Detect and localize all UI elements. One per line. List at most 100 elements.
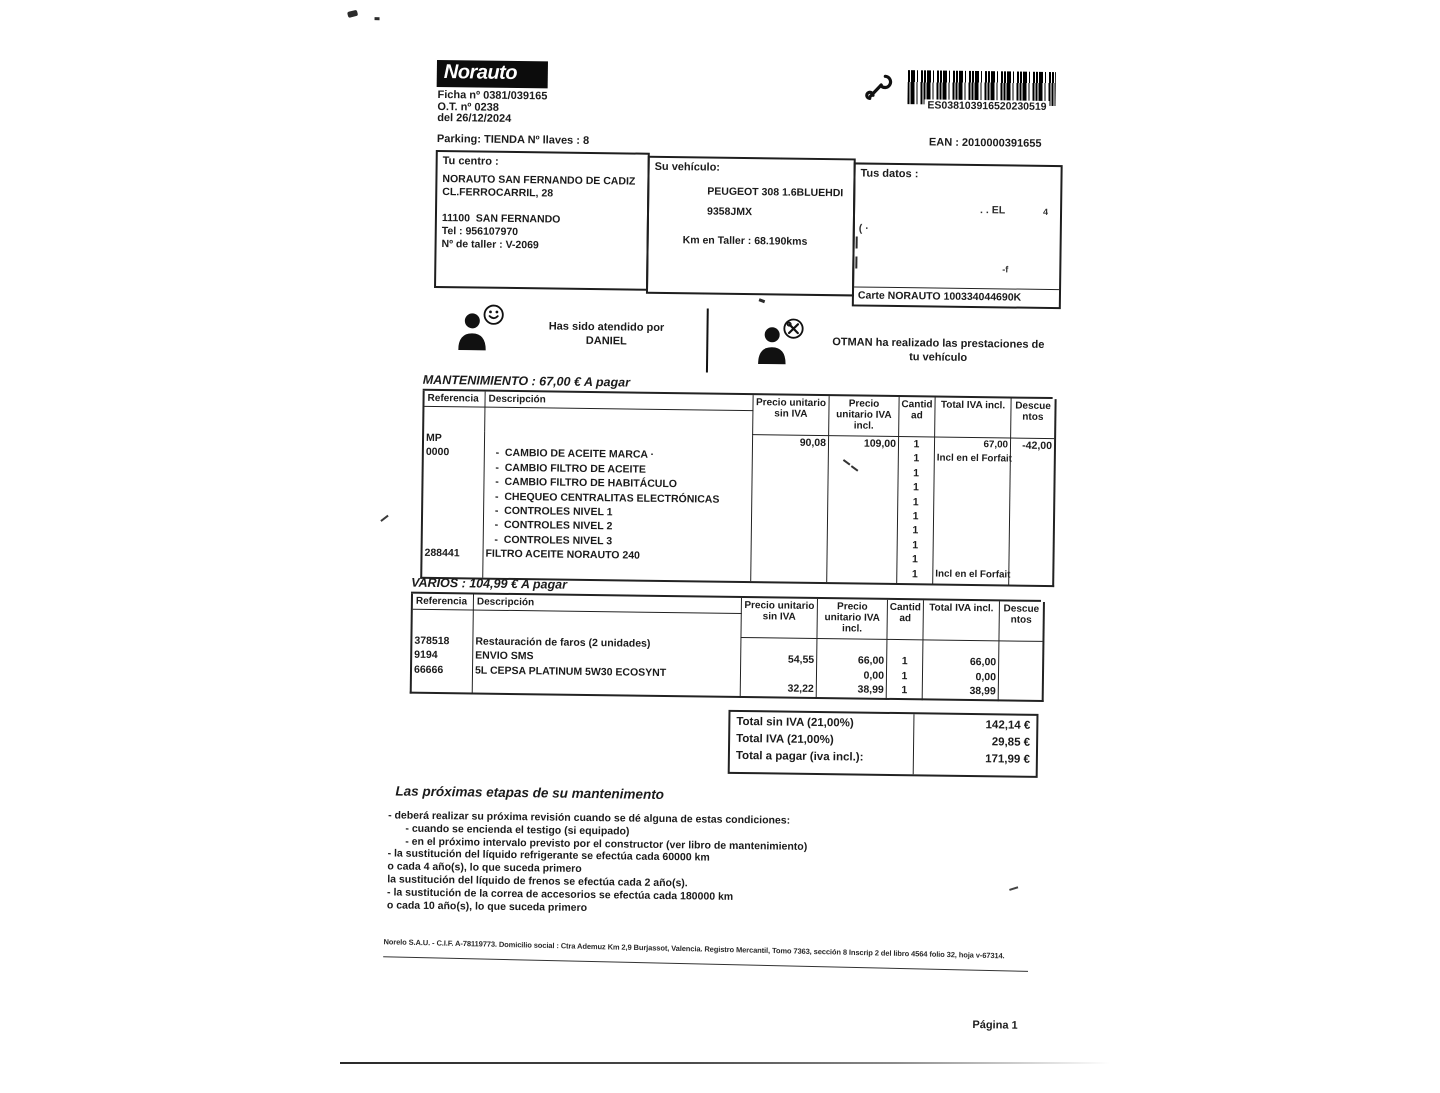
col-descuentos: Descuentos (1010, 398, 1055, 440)
logo-text: Norauto (443, 61, 518, 85)
line: 1 (912, 481, 919, 494)
varios-table: Referencia Descripción Precio unitario s… (409, 593, 1045, 702)
datos-fragment: . . EL (980, 204, 1006, 217)
total-iva-cell: 66,00 0,00 38,99 (921, 640, 999, 701)
line (425, 518, 481, 533)
smiley-icon (482, 304, 504, 331)
line (936, 482, 1007, 497)
line: MP (425, 431, 442, 445)
datos-box: Tus datos : . . EL 4 ( · -f Carte NORAUT… (851, 162, 1063, 310)
person-icon (758, 326, 789, 369)
ean-number: EAN : 2010000391655 (928, 136, 1042, 150)
totals-labels: Total sin IVA (21,00%) Total IVA (21,00%)… (730, 712, 914, 774)
col-cantidad: Cantidad (886, 599, 923, 641)
divider (705, 308, 709, 373)
line: 288441 (424, 546, 460, 560)
line (889, 641, 920, 656)
line (743, 668, 814, 683)
line: 0,00 (863, 669, 885, 682)
line (936, 539, 1007, 554)
line (925, 641, 996, 656)
table-body: 378518 9194 66666 Restauración de faros (2… (412, 634, 1043, 702)
col-total-iva: Total IVA incl. (934, 397, 1011, 439)
centro-box: Tu centro : NORAUTO SAN FERNANDO DE CADI… (434, 149, 650, 291)
line: 38,99 (857, 683, 884, 697)
line: 1 (912, 510, 919, 523)
datos-title: Tus datos : (860, 167, 919, 181)
centro-address: NORAUTO SAN FERNANDO DE CADIZ CL.FERROCAR… (436, 167, 647, 254)
line: 67,00 (983, 439, 1009, 451)
precio-iva-incl-cell: 109,00 (826, 436, 899, 584)
col-descripcion: Descripción (472, 594, 741, 638)
col-total-iva: Total IVA incl. (922, 600, 999, 642)
col-precio-iva-incl: Precio unitario IVA incl. (816, 598, 887, 640)
line: 32,22 (787, 682, 814, 696)
parking-line: Parking: TIENDA Nº llaves : 8 (436, 132, 590, 147)
line (937, 467, 1008, 482)
line: 9194 (414, 649, 438, 662)
line: Total a pagar (iva incl.): (735, 749, 864, 764)
atendido-text: Has sido atendido por DANIEL (516, 319, 696, 349)
document-date: del 26/12/2024 (437, 111, 512, 125)
line: 1 (912, 495, 919, 508)
descuento-cell: -42,00 (1008, 438, 1055, 586)
line (935, 554, 1006, 569)
line: 54,55 (787, 653, 815, 667)
line: 1 (911, 567, 918, 580)
col-descuentos: Descuentos (998, 601, 1043, 642)
line (425, 533, 481, 548)
scan-artifact (855, 256, 858, 269)
line: 66666 (413, 663, 444, 676)
wrench-icon (863, 72, 893, 109)
datos-fragment: -f (1002, 264, 1009, 275)
scan-artifact (1009, 886, 1019, 891)
descuento-cell (997, 641, 1043, 702)
referencia-cell: 378518 9194 66666 (412, 634, 473, 694)
document-meta: Ficha nº 0381/039165 O.T. nº 0238 del 26… (437, 89, 547, 126)
precio-sin-iva-cell: 90,08 (750, 435, 829, 583)
line (424, 561, 480, 576)
line: 142,14 € (985, 719, 1031, 732)
line: 66,00 (969, 656, 997, 669)
line: Incl en el Forfait (935, 568, 1011, 581)
vehiculo-matricula: 9358JMX (706, 205, 753, 219)
line: 1 (901, 684, 908, 697)
vehiculo-title: Su vehículo: (654, 160, 721, 174)
tools-icon (782, 318, 804, 345)
col-precio-sin-iva: Precio unitario sin IVA (740, 597, 817, 639)
norauto-logo: Norauto (436, 59, 548, 89)
line (414, 678, 470, 693)
centro-title: Tu centro : (442, 155, 499, 168)
line: 1 (912, 524, 919, 537)
col-cantidad: Cantidad (898, 397, 935, 438)
referencia-cell: MP 0000 288441 (422, 431, 484, 578)
scan-artifact (380, 514, 389, 522)
line (425, 489, 481, 504)
barcode-value: ES038103916520230519 (924, 99, 1050, 113)
line (936, 510, 1007, 525)
total-iva-cell: 67,00 Incl en el Forfait Incl en el Forfai… (932, 437, 1012, 585)
line: 1 (901, 655, 908, 668)
line (819, 640, 884, 655)
atendido-name: DANIEL (585, 334, 627, 348)
vehiculo-km: Km en Taller : 68.190kms (682, 234, 808, 248)
line: 1 (912, 553, 919, 566)
precio-sin-iva-cell: 54,55 32,22 (739, 637, 817, 699)
line: 66,00 (857, 654, 885, 668)
line: 171,99 € (985, 753, 1030, 766)
legal-footer: Norelo S.A.U. - C.I.F. A-78119773. Domic… (383, 937, 1029, 972)
col-descripcion: Descripción (484, 391, 753, 436)
line: 1 (913, 452, 920, 465)
totals-values: 142,14 € 29,85 € 171,99 € (912, 714, 1037, 776)
mantenimiento-table: Referencia Descripción Precio unitario s… (420, 390, 1057, 588)
line (936, 525, 1007, 540)
col-referencia: Referencia (427, 392, 479, 405)
scan-artifact (347, 9, 359, 18)
vehiculo-modelo: PEUGEOT 308 1.6BLUEHDI (707, 185, 844, 200)
line (936, 496, 1007, 511)
col-precio-iva-incl: Precio unitario IVA incl. (828, 396, 899, 438)
line (475, 679, 738, 697)
scan-line-artifact (340, 1062, 1110, 1064)
